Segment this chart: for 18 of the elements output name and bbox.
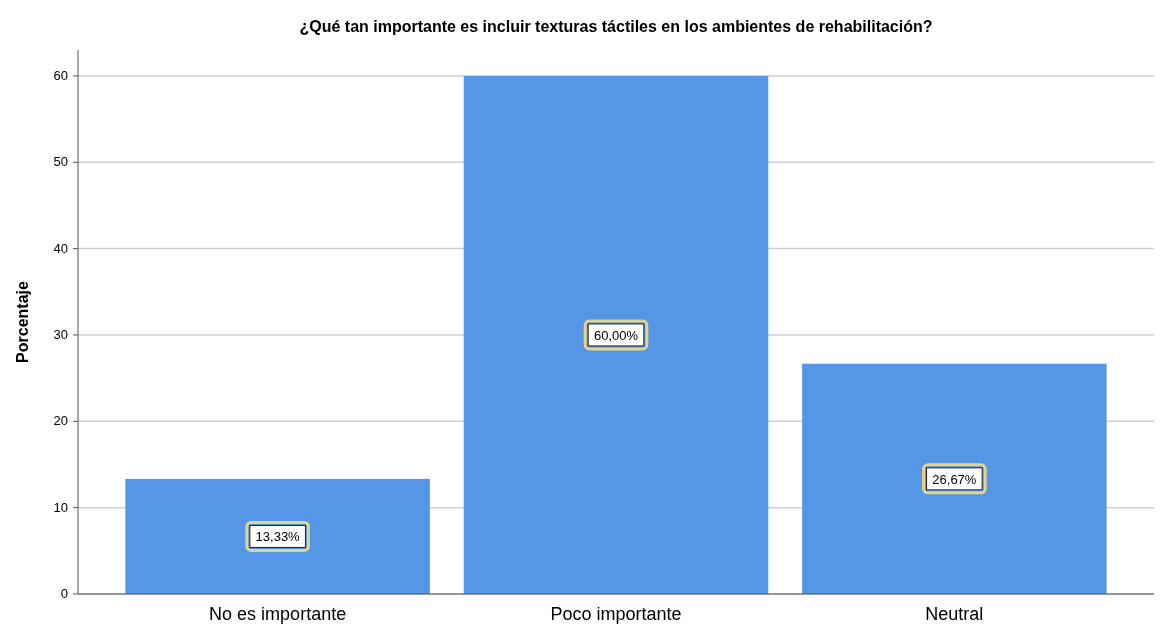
data-label: 13,33% (255, 529, 301, 545)
y-tick-label: 30 (53, 326, 68, 342)
y-tick-label: 20 (53, 413, 68, 429)
x-tick-label: No es importante (209, 604, 347, 624)
x-tick-label: Neutral (925, 604, 984, 624)
bar (125, 478, 430, 594)
y-tick-label: 0 (60, 586, 68, 601)
y-tick-label: 40 (53, 240, 68, 256)
y-tick-label: 60 (53, 67, 68, 83)
data-label: 60,00% (593, 327, 639, 343)
x-tick-label: Poco importante (550, 604, 682, 624)
y-tick-label: 50 (53, 154, 68, 170)
chart-title: ¿Qué tan importante es incluir texturas táctiles en los ambientes de rehabilitación? (299, 18, 933, 35)
y-tick-label: 10 (53, 499, 68, 515)
bar (463, 75, 769, 594)
bar (802, 363, 1107, 594)
data-label: 26,67% (932, 471, 977, 487)
y-axis-title: Porcentaje (14, 280, 31, 363)
